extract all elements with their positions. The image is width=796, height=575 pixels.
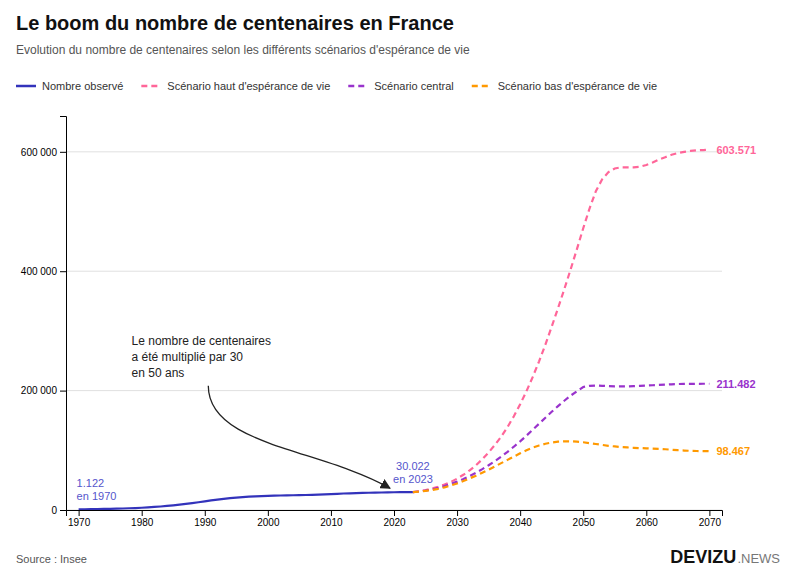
x-tick-label: 2040 — [510, 517, 533, 528]
y-tick: 600 000 — [21, 147, 66, 158]
legend-item: Nombre observé — [16, 80, 123, 92]
branding: .NEWS — [737, 551, 780, 566]
annotation-line: 211.482 — [716, 378, 755, 390]
annotation-line: a été multiplié par 30 — [132, 350, 244, 364]
x-tick-mark — [142, 510, 143, 516]
annotation: 603.571 — [716, 144, 756, 156]
legend-label: Scénario haut d'espérance de vie — [167, 80, 330, 92]
annotation: 30.022en 2023 — [393, 460, 433, 485]
y-axis-line — [60, 117, 67, 511]
x-tick-mark — [709, 510, 710, 516]
x-tick-label: 2000 — [257, 517, 280, 528]
x-tick-label: 1990 — [194, 517, 217, 528]
legend-swatch — [472, 85, 492, 88]
legend-label: Scénario central — [374, 80, 454, 92]
x-tick-mark — [268, 510, 269, 516]
x-tick: 2070 — [699, 510, 722, 528]
legend-item: Scénario bas d'espérance de vie — [472, 80, 657, 92]
y-tick-label: 400 000 — [21, 266, 58, 277]
x-tick: 2060 — [636, 510, 659, 528]
lines — [79, 150, 710, 510]
callout-arrow — [208, 386, 390, 489]
y-tick-label: 200 000 — [21, 385, 58, 396]
x-tick-label: 2050 — [573, 517, 596, 528]
series-line — [413, 384, 709, 492]
x-tick-label: 2030 — [446, 517, 469, 528]
x-tick: 2040 — [510, 510, 533, 528]
legend-item: Scénario central — [348, 80, 454, 92]
annotation-line: en 2023 — [393, 473, 433, 485]
x-tick-mark — [205, 510, 206, 516]
title: Le boom du nombre de centenaires en Fran… — [16, 12, 454, 34]
source: Source : Insee — [16, 553, 87, 565]
annotation-line: 603.571 — [716, 144, 756, 156]
chart: Le boom du nombre de centenaires en Fran… — [0, 0, 796, 575]
y-tick-mark — [60, 271, 66, 272]
x-axis: 1970 1980 1990 2000 2010 2020 2030 2040 2050 2060… — [67, 510, 723, 528]
x-tick-mark — [394, 510, 395, 516]
x-tick-mark — [331, 510, 332, 516]
x-tick-mark — [79, 510, 80, 516]
annotation-line: 30.022 — [396, 460, 430, 472]
y-tick: 200 000 — [21, 385, 66, 396]
x-axis-line — [67, 511, 723, 517]
y-tick-mark — [60, 152, 66, 153]
x-tick: 2020 — [383, 510, 406, 528]
x-tick-mark — [520, 510, 521, 516]
x-tick-label: 2010 — [320, 517, 343, 528]
y-tick-mark — [60, 391, 66, 392]
annotation-line: Le nombre de centenaires — [132, 334, 271, 348]
y-tick-label: 0 — [51, 505, 57, 516]
legend-swatch — [141, 85, 161, 88]
legend-item: Scénario haut d'espérance de vie — [141, 80, 330, 92]
series-line — [413, 150, 709, 492]
x-tick-mark — [583, 510, 584, 516]
x-tick: 2050 — [573, 510, 596, 528]
annotation-line: 1.122 — [77, 477, 105, 489]
x-tick-mark — [646, 510, 647, 516]
callout-text: Le nombre de centenaires a été multiplié … — [132, 334, 271, 380]
subtitle: Evolution du nombre de centenaires selon… — [16, 43, 470, 57]
y-tick-label: 600 000 — [21, 147, 58, 158]
legend: Nombre observé Scénario haut d'espérance … — [16, 80, 657, 92]
x-tick-label: 2070 — [699, 517, 722, 528]
x-tick-label: 1970 — [68, 517, 91, 528]
grid-line — [66, 271, 722, 272]
y-tick: 400 000 — [21, 266, 66, 277]
x-tick-label: 2060 — [636, 517, 659, 528]
series-line — [413, 441, 709, 492]
x-tick: 1970 — [68, 510, 91, 528]
legend-swatch — [16, 85, 36, 88]
x-tick: 2030 — [446, 510, 469, 528]
x-tick-mark — [457, 510, 458, 516]
grid-line — [66, 151, 722, 152]
grid — [66, 152, 722, 510]
annotation-line: en 50 ans — [132, 366, 185, 380]
y-tick: 0 — [51, 505, 66, 516]
x-tick: 1980 — [131, 510, 154, 528]
x-tick-label: 2020 — [383, 517, 406, 528]
annotation: 1.122en 1970 — [77, 477, 117, 502]
branding: DEVIZU — [670, 547, 736, 567]
legend-swatch — [348, 85, 368, 88]
x-tick: 1990 — [194, 510, 217, 528]
series-line — [79, 492, 413, 509]
x-tick: 2000 — [257, 510, 280, 528]
grid-line — [66, 390, 722, 391]
annotation-line: 98.467 — [716, 445, 750, 457]
legend-label: Nombre observé — [42, 80, 123, 92]
annotation: 211.482 — [716, 378, 755, 390]
y-axis: 0 200 000 400 000 600 000 — [21, 117, 67, 516]
x-tick: 2010 — [320, 510, 343, 528]
annotation: 98.467 — [716, 445, 750, 457]
annotation-line: en 1970 — [77, 490, 117, 502]
legend-label: Scénario bas d'espérance de vie — [498, 80, 657, 92]
x-tick-label: 1980 — [131, 517, 154, 528]
annotations: 1.122en 1970 30.022en 2023 Le nombre de ce… — [77, 144, 757, 503]
y-tick-mark — [60, 510, 66, 511]
